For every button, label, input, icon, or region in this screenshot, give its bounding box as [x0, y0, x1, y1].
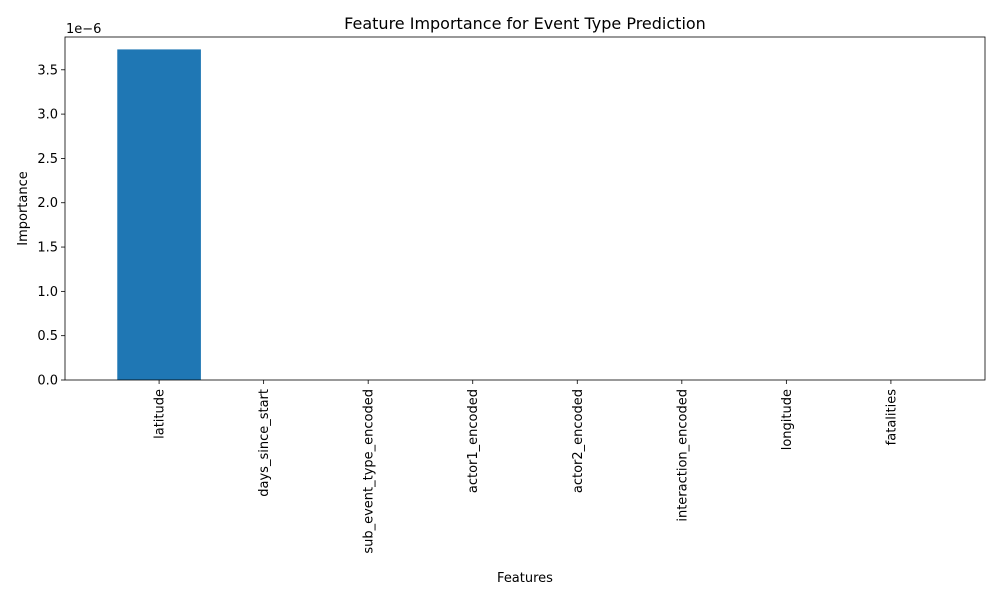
y-tick-label: 0.0 [37, 374, 58, 389]
x-axis-label: Features [497, 571, 553, 586]
plot-area-frame [64, 36, 986, 381]
bars-group [117, 49, 201, 381]
y-tick-label: 0.5 [37, 329, 58, 344]
y-tick-label: 2.0 [37, 196, 58, 211]
x-tick-label-interaction_encoded: interaction_encoded [675, 389, 690, 522]
y-tick-label: 3.5 [37, 63, 58, 78]
chart-title: Feature Importance for Event Type Predic… [344, 14, 706, 33]
x-tick-label-fatalities: fatalities [884, 389, 899, 446]
x-tick-label-actor1_encoded: actor1_encoded [466, 389, 481, 493]
y-tick-label: 3.0 [37, 108, 58, 123]
y-tick-label: 1.5 [37, 241, 58, 256]
y-axis-ticks: 0.0 0.5 1.0 1.5 2.0 2.5 3.0 3.5 [37, 63, 65, 389]
x-tick-label-latitude: latitude [153, 389, 168, 439]
y-axis-label: Importance [16, 171, 31, 246]
x-tick-label-sub_event_type_encoded: sub_event_type_encoded [362, 389, 377, 554]
y-tick-label: 2.5 [37, 152, 58, 167]
y-axis-offset-label: 1e−6 [66, 22, 101, 37]
x-tick-label-actor2_encoded: actor2_encoded [571, 389, 586, 493]
x-tick-label-longitude: longitude [780, 389, 795, 450]
x-tick-label-days_since_start: days_since_start [257, 389, 272, 497]
bar-latitude [117, 49, 201, 381]
y-tick-label: 1.0 [37, 285, 58, 300]
x-axis-ticks: latitude days_since_start sub_event_type_e… [153, 380, 899, 554]
